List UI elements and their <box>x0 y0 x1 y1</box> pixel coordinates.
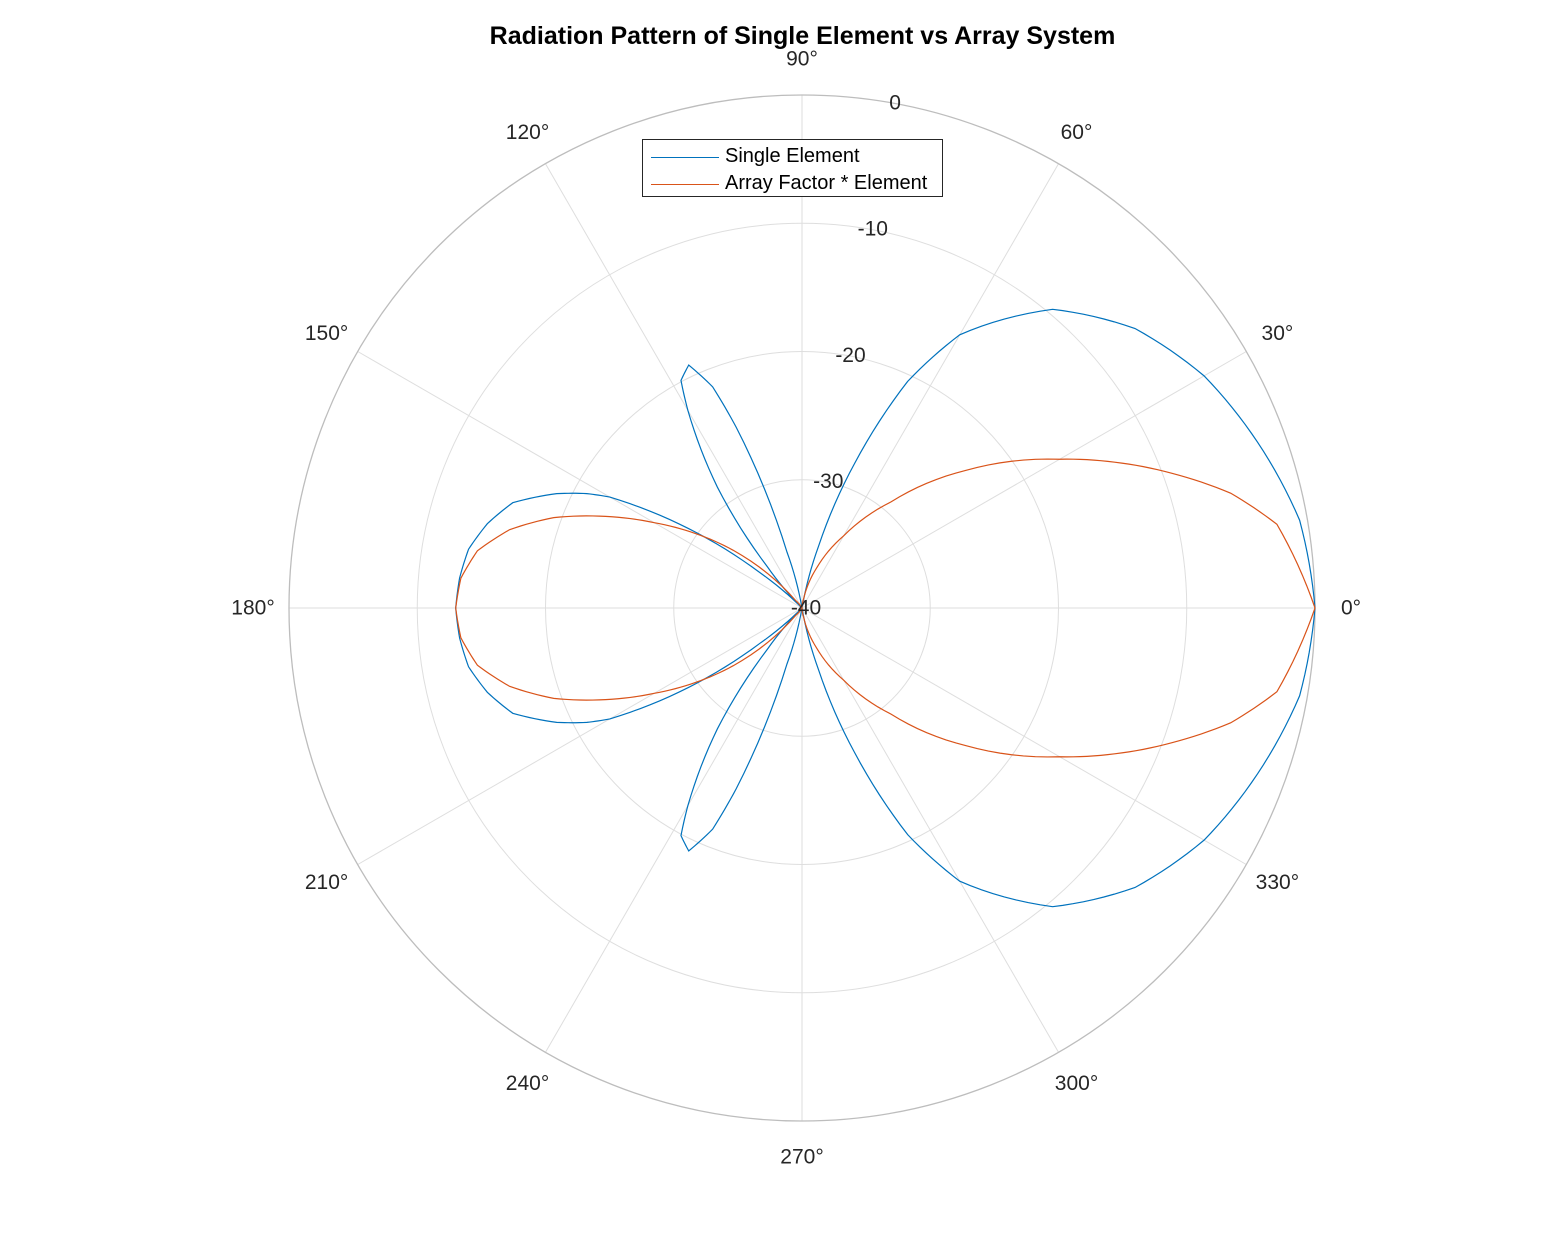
r-tick-label--20: -20 <box>835 344 865 367</box>
r-grid-circle--30 <box>673 479 931 737</box>
legend-swatch-single-element <box>651 157 719 158</box>
theta-tick-label-300: 300° <box>1055 1072 1098 1095</box>
theta-tick-label-270: 270° <box>780 1146 823 1169</box>
theta-tick-label-180: 180° <box>231 597 274 620</box>
r-grid-circle--10 <box>416 222 1188 994</box>
theta-tick-label-30: 30° <box>1262 322 1294 345</box>
r-grid-circle--20 <box>545 351 1059 865</box>
legend-entry-single-element: Single Element <box>643 144 942 170</box>
theta-tick-label-0: 0° <box>1341 597 1361 620</box>
legend-entry-array-factor: Array Factor * Element <box>643 171 942 197</box>
chart-title: Radiation Pattern of Single Element vs A… <box>489 22 1116 50</box>
r-tick-label--40: -40 <box>791 597 821 620</box>
series-line-1 <box>455 458 1316 758</box>
series-layer <box>455 308 1316 908</box>
theta-tick-label-210: 210° <box>305 871 348 894</box>
tick-labels: 0° 30° 60° 90° 120° 150° 180° 210° 240° 270° 300° 3… <box>231 48 1361 1169</box>
theta-tick-label-60: 60° <box>1061 121 1093 144</box>
theta-tick-label-330: 330° <box>1256 871 1299 894</box>
legend-label-array-factor: Array Factor * Element <box>725 172 928 194</box>
legend-swatch-array-factor <box>651 184 719 185</box>
legend-label-single-element: Single Element <box>725 145 860 167</box>
r-tick-label--30: -30 <box>813 470 843 493</box>
r-tick-label-0: 0 <box>889 91 901 114</box>
theta-tick-label-150: 150° <box>305 322 348 345</box>
theta-tick-label-240: 240° <box>506 1072 549 1095</box>
legend: Single Element Array Factor * Element <box>642 139 943 197</box>
r-tick-label--10: -10 <box>858 218 888 241</box>
theta-tick-label-90: 90° <box>786 48 818 71</box>
theta-tick-label-120: 120° <box>506 121 549 144</box>
